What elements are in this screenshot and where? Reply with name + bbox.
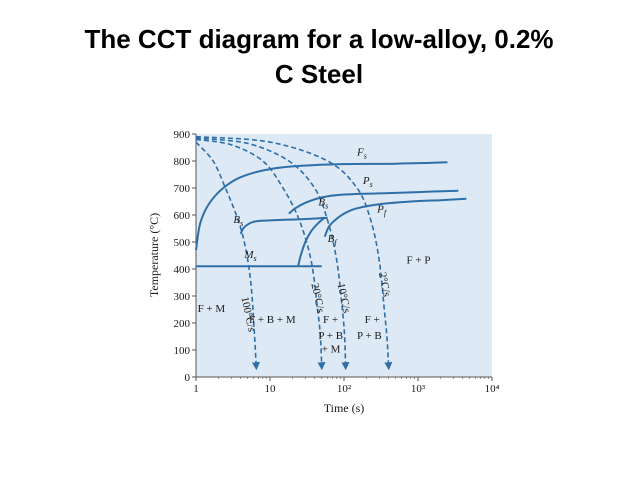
- transformation-curves: [195, 161, 467, 268]
- cooling-curves: [195, 135, 393, 371]
- curve-label-subscript: f: [334, 238, 338, 247]
- y-tick-label: 600: [174, 210, 191, 222]
- y-tick-label: 400: [174, 264, 191, 276]
- plot-background: [196, 134, 492, 377]
- phase-label: F +: [365, 314, 380, 326]
- cooling-curve: [195, 141, 260, 371]
- curve-label: Bs: [318, 197, 328, 211]
- cooling-curve: [195, 137, 350, 371]
- y-tick-label: 800: [174, 156, 191, 168]
- x-tick-label: 10³: [411, 383, 426, 395]
- slide-title: The CCT diagram for a low-alloy, 0.2% C …: [0, 22, 638, 92]
- y-tick-label: 300: [174, 291, 191, 303]
- phase-label: F +: [323, 314, 338, 326]
- x-tick-label: 10⁴: [485, 383, 500, 395]
- curve-f-s: [195, 161, 448, 251]
- curve-b-f: [297, 216, 326, 267]
- x-axis-label: Time (s): [324, 401, 365, 415]
- curve-p-f: [323, 197, 467, 237]
- phase-label: F + M: [198, 303, 226, 315]
- curve-label: Ms: [243, 249, 256, 263]
- curve-b-s: [239, 216, 328, 235]
- x-tick-label: 10²: [337, 383, 352, 395]
- y-tick-label: 200: [174, 318, 191, 330]
- curve-label-subscript: s: [325, 202, 328, 211]
- phase-label: P + B: [318, 330, 343, 342]
- y-tick-label: 100: [174, 345, 191, 357]
- cooling-rate-label: 2°C/s: [376, 271, 393, 298]
- curve-label: Fs: [356, 147, 367, 161]
- phase-label: F + P: [407, 255, 431, 267]
- y-tick-label: 500: [174, 237, 191, 249]
- cooling-curve: [195, 138, 326, 371]
- cooling-curve: [195, 135, 393, 371]
- phase-label: + M: [322, 344, 341, 356]
- y-tick-label: 900: [174, 129, 191, 141]
- curve-label-subscript: s: [364, 152, 367, 161]
- phase-label: P + B: [357, 330, 382, 342]
- curve-label: Ps: [362, 175, 373, 189]
- y-tick-label: 700: [174, 183, 191, 195]
- curve-label: Bf: [328, 233, 339, 247]
- curve-label-subscript: s: [240, 219, 243, 228]
- title-line-1: The CCT diagram for a low-alloy, 0.2%: [84, 24, 554, 54]
- curve-label-subscript: s: [254, 254, 257, 263]
- curve-label-subscript: s: [370, 180, 373, 189]
- y-axis-label: Temperature (°C): [147, 213, 161, 297]
- phase-label: F + B + M: [249, 314, 296, 326]
- x-tick-label: 10: [265, 383, 277, 395]
- x-tick-label: 1: [193, 383, 199, 395]
- curve-p-s: [288, 189, 459, 215]
- curve-label: Bs: [233, 214, 243, 228]
- axes: 0 100 200 300 400 500 600 700 800 900 1 10 10² 10³ 10⁴: [174, 129, 500, 395]
- y-tick-label: 0: [185, 372, 191, 384]
- curve-label-subscript: f: [384, 208, 388, 217]
- title-line-2: C Steel: [274, 59, 364, 89]
- curve-label: Pf: [376, 203, 388, 217]
